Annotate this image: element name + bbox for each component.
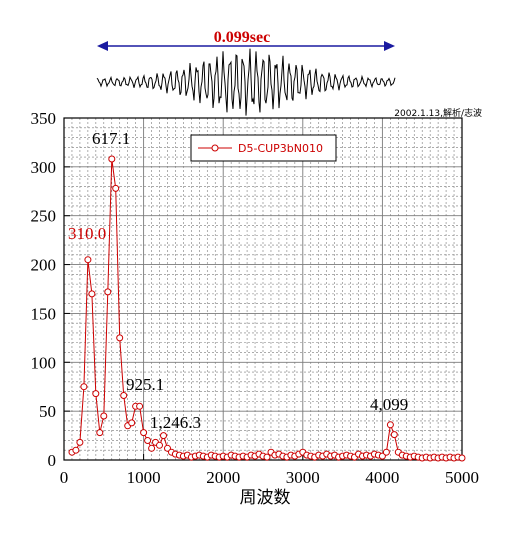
legend-marker <box>211 144 219 152</box>
data-point <box>88 290 96 298</box>
x-tick-label: 1000 <box>127 468 161 487</box>
data-point <box>80 383 88 391</box>
data-point <box>136 402 144 410</box>
data-point <box>92 390 100 398</box>
data-point <box>100 412 108 420</box>
legend-box <box>190 134 337 162</box>
peak-label: 617.1 <box>92 129 130 148</box>
arrow-head-left <box>97 41 108 51</box>
data-point <box>112 184 120 192</box>
waveform-trace <box>96 48 396 116</box>
y-tick-label: 50 <box>39 402 56 421</box>
y-tick-label: 300 <box>31 158 57 177</box>
x-tick-label: 5000 <box>445 468 479 487</box>
data-point <box>84 256 92 264</box>
x-tick-label: 0 <box>60 468 69 487</box>
data-point <box>76 438 84 446</box>
duration-label: 0.099sec <box>214 29 270 46</box>
data-point <box>128 419 136 427</box>
arrow-head-right <box>384 41 395 51</box>
data-point <box>96 429 104 437</box>
data-point <box>156 441 163 449</box>
series-D5-CUP3bN010 <box>68 155 466 462</box>
data-point <box>72 446 80 454</box>
y-tick-label: 350 <box>31 109 57 128</box>
peak-annotations: 617.1 310.0 925.1 1,246.3 4,099 <box>68 129 408 432</box>
data-point <box>140 429 148 437</box>
x-tick-label: 3000 <box>286 468 320 487</box>
duration-arrow <box>97 41 395 51</box>
y-tick-label: 150 <box>31 304 57 323</box>
x-tick-label: 4000 <box>365 468 399 487</box>
peak-label: 4,099 <box>370 395 408 414</box>
data-point <box>458 454 466 462</box>
data-point <box>386 421 394 429</box>
data-point <box>104 288 112 296</box>
data-point <box>120 392 128 399</box>
peak-label: 310.0 <box>68 224 106 243</box>
y-tick-label: 200 <box>31 256 57 275</box>
data-point <box>144 437 152 444</box>
axis-frame <box>63 117 463 461</box>
y-tick-label: 100 <box>31 353 57 372</box>
x-axis-label: 周波数 <box>240 488 291 507</box>
data-point <box>390 431 398 439</box>
grid-lines <box>64 118 462 460</box>
data-point <box>382 448 390 456</box>
legend-label: D5-CUP3bN010 <box>238 142 323 155</box>
data-point <box>108 155 116 163</box>
y-tick-label: 250 <box>31 207 57 226</box>
peak-label: 1,246.3 <box>150 413 201 432</box>
axes: 0 1000 2000 3000 4000 5000 0 50 100 150 200 250 300 3… <box>31 109 480 487</box>
data-point <box>116 334 124 342</box>
x-tick-label: 2000 <box>206 468 240 487</box>
data-point <box>160 432 167 440</box>
legend: D5-CUP3bN010 <box>190 134 337 162</box>
data-point <box>148 444 156 452</box>
peak-label: 925.1 <box>126 375 164 394</box>
y-tick-label: 0 <box>48 451 57 470</box>
waveform-group <box>96 48 396 116</box>
data-point <box>263 453 271 461</box>
analysis-credit: 2002.1.13,解析/志波 <box>394 107 482 119</box>
